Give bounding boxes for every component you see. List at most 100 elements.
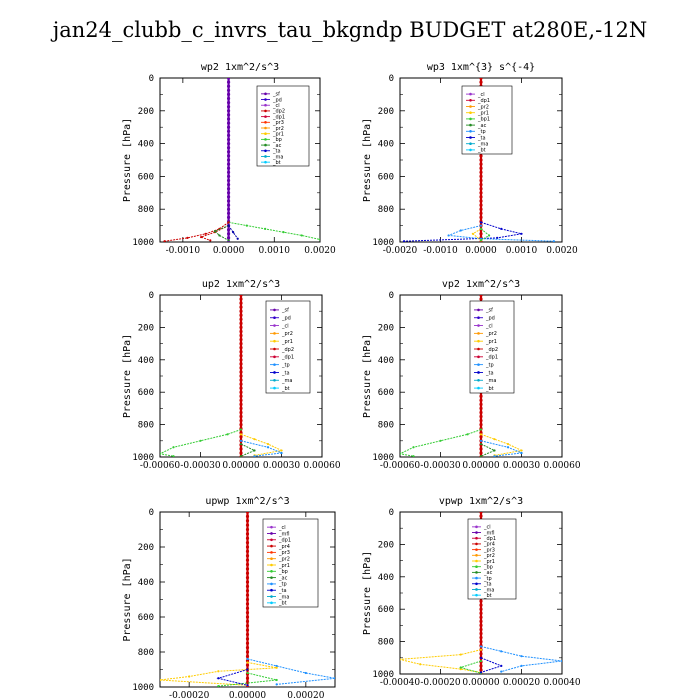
profile-marker [479,406,483,410]
profile-marker [479,178,483,183]
x-tick-label: -0.00060 [380,461,421,471]
legend-label: _pr1 [278,563,290,569]
profile-marker [479,423,483,427]
x-tick-label: -0.0010 [423,246,458,256]
series-point [500,670,503,673]
profile-marker [239,309,243,313]
profile-marker [245,646,250,650]
profile-marker [479,607,483,611]
series-point [275,664,278,668]
legend-marker [270,532,273,535]
legend-marker [475,588,478,591]
legend: _cl_mfl_dp1_pr4_pr3_pr2_pr1_bp_ac_tp_ta_… [467,518,517,600]
series-point [253,449,256,452]
legend-marker [264,103,267,107]
profile-marker [226,199,231,203]
profile-marker [226,174,231,178]
series-point [172,446,175,449]
legend-label: _cl [281,323,289,329]
series-point [160,452,162,455]
y-tick-label: 1000 [132,683,154,693]
profile-marker [226,158,231,162]
profile-marker [245,619,250,623]
profile-marker [239,378,243,382]
profile-marker [239,325,243,329]
profile-marker [245,536,250,540]
profile-marker [226,121,231,125]
series-point [488,234,491,237]
series-point [280,451,283,455]
series-line-ta [480,657,503,673]
y-tick-label: 200 [378,107,394,117]
series-point [400,452,402,455]
plot-area [160,295,284,457]
series-point [246,657,249,661]
profile-marker [226,133,231,137]
x-tick-label: -0.00060 [140,461,181,471]
profile-marker [479,207,483,211]
legend-label: _dp2 [272,109,285,115]
legend-marker [273,324,276,327]
profile-marker [245,659,250,663]
legend-marker [475,554,478,557]
profile-marker [245,650,250,654]
series-point [479,671,483,674]
legend-marker [273,378,276,382]
profile-marker [239,423,243,427]
x-tick-label: 0.0010 [259,246,291,256]
series-point [459,666,462,669]
legend-label: _pr1 [281,339,293,345]
legend-label: _bp [483,564,493,570]
y-tick-label: 0 [389,508,394,518]
series-line-ac [459,660,482,674]
series-point [479,227,483,230]
legend-label: _sf [485,308,493,314]
legend-marker [270,538,273,542]
profile-marker [239,295,243,297]
x-tick-label: 0.00000 [462,461,499,471]
profile-marker [239,447,243,451]
series-point [447,234,450,237]
profile-marker [239,410,243,415]
x-tick-label: 0.0020 [304,246,336,256]
profile-marker [226,96,231,101]
legend-marker [270,582,273,586]
figure-title: jan24_clubb_c_invrs_tau_bkgndp BUDGET at… [52,18,648,42]
profile-marker [479,158,483,162]
profile-marker [479,80,483,84]
profile-marker [245,654,250,658]
legend-label: _tp [278,582,287,588]
legend-box [469,300,515,394]
panel-title: wp2 1xm^2/s^3 [201,62,279,73]
legend-label: _ma [485,378,496,384]
profile-marker [479,603,483,607]
y-tick-label: 400 [378,140,394,150]
profile-marker [226,101,231,105]
legend-label: _pr3 [278,550,290,556]
profile-marker [226,178,231,183]
series-point [226,433,229,436]
series-point [479,428,483,431]
profile-marker [226,146,231,150]
y-tick-label: 1000 [132,238,154,248]
legend-marker [469,142,472,145]
series-point [459,653,462,656]
x-tick-label: 0.0020 [546,246,578,256]
series-point [304,671,307,675]
profile-marker [479,187,483,191]
legend-marker [273,308,276,312]
profile-marker [239,333,243,338]
legend-marker [270,595,273,598]
profile-marker [479,402,483,406]
y-tick-label: 400 [138,356,154,366]
legend-label: _cl [477,92,485,98]
series-point [506,442,510,446]
legend-label: _bp [272,137,282,143]
profile-marker [245,584,250,588]
y-tick-label: 800 [138,648,154,658]
y-tick-label: 0 [389,291,394,301]
profile-marker [239,394,243,398]
profile-marker [239,402,243,406]
legend-label: _bt [483,593,492,599]
series-point [186,236,189,239]
